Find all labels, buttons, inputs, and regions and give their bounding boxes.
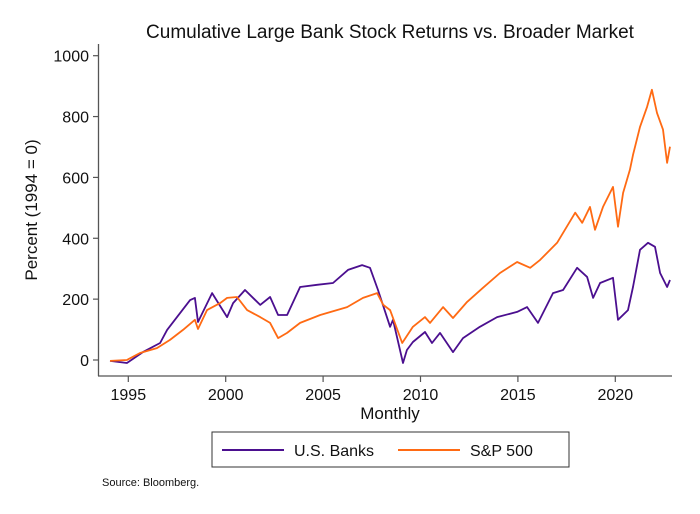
y-tick-label: 0 (80, 353, 89, 370)
x-tick-label: 2005 (305, 387, 341, 404)
series-line-sp500 (109, 88, 671, 362)
x-tick-label: 2010 (403, 387, 439, 404)
y-tick-label: 800 (62, 110, 89, 127)
legend-label-banks: U.S. Banks (294, 443, 374, 460)
legend-label-sp500: S&P 500 (470, 443, 533, 460)
legend: U.S. Banks S&P 500 (211, 431, 570, 468)
x-tick-label: 2000 (208, 387, 244, 404)
chart-title: Cumulative Large Bank Stock Returns vs. … (146, 22, 635, 43)
series-line-us-banks (109, 241, 671, 364)
x-tick-label: 1995 (111, 387, 147, 404)
x-tick-label: 2015 (500, 387, 536, 404)
y-axis-label: Percent (1994 = 0) (22, 139, 41, 280)
y-tick-label: 200 (62, 292, 89, 309)
source-note: Source: Bloomberg. (102, 477, 199, 489)
y-tick-label: 600 (62, 170, 89, 187)
x-tick-label: 2020 (598, 387, 634, 404)
y-tick-label: 400 (62, 231, 89, 248)
y-tick-label: 1000 (53, 49, 89, 66)
x-axis-label: Monthly (360, 404, 420, 423)
